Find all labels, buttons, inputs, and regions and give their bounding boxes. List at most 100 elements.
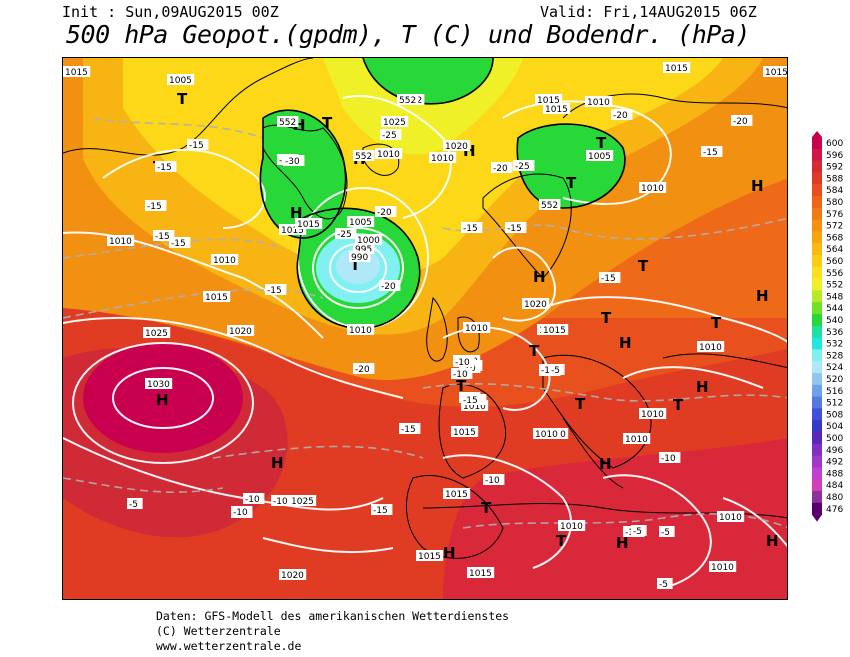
temp-label: -10 xyxy=(485,476,500,486)
pressure-label: 1015 xyxy=(297,220,320,230)
legend-label: 536 xyxy=(826,328,843,338)
temp-label-box xyxy=(187,139,209,150)
pressure-label-box xyxy=(586,150,614,161)
legend-label: 500 xyxy=(826,434,843,444)
legend-label: 576 xyxy=(826,210,843,220)
low-symbol: T xyxy=(350,256,361,274)
pressure-centers: H H H H H H H H H H H H H H H T T T T T … xyxy=(153,90,779,562)
pressure-label: 1015 xyxy=(665,64,688,74)
temp-label: -15 xyxy=(189,141,204,151)
temp-label: -10 xyxy=(245,495,260,505)
legend-label: 504 xyxy=(826,422,843,432)
pressure-label: 1020 xyxy=(445,142,468,152)
temp-label-box xyxy=(459,362,481,373)
temp-label-box xyxy=(335,228,357,239)
temp-label: -10 xyxy=(455,358,470,368)
pressure-label: 1010 xyxy=(625,435,648,445)
geopot-contour xyxy=(259,58,626,330)
field-green-greenland xyxy=(260,110,346,238)
legend-label: 572 xyxy=(826,222,843,232)
pressure-label: 990 xyxy=(351,253,368,263)
legend-swatch xyxy=(812,278,822,291)
pressure-label: 1015 xyxy=(205,293,228,303)
legend-label: 532 xyxy=(826,340,843,350)
pressure-label: 1010 xyxy=(463,402,486,412)
pressure-label: 1010 xyxy=(699,343,722,353)
init-time: Init : Sun,09AUG2015 00Z xyxy=(62,3,279,21)
legend-label: 520 xyxy=(826,375,843,385)
temp-label: -10 xyxy=(453,370,468,380)
high-symbol: H xyxy=(766,532,779,550)
pressure-label-box xyxy=(535,94,563,105)
temp-label: -5 xyxy=(661,528,670,538)
temp-label: -30 xyxy=(285,157,300,167)
legend-swatch xyxy=(812,314,822,327)
geopot-label-box xyxy=(277,116,299,127)
temp-label-box xyxy=(659,526,675,537)
legend-swatch xyxy=(812,243,822,256)
pressure-label-box xyxy=(717,511,745,522)
pressure-label: 1015 xyxy=(281,226,304,236)
temp-label: -15 xyxy=(703,148,718,158)
temp-label-box xyxy=(231,506,253,517)
field-green-scand xyxy=(517,124,625,208)
pressure-label: 1015 xyxy=(445,490,468,500)
legend-swatch xyxy=(812,420,822,433)
legend-swatch xyxy=(812,373,822,386)
legend-label: 516 xyxy=(826,387,843,397)
pressure-label-box xyxy=(143,327,171,338)
high-symbol: H xyxy=(599,455,612,473)
pressure-label: 1015 xyxy=(537,96,560,106)
pressure-label-box xyxy=(543,103,571,114)
pressure-label-box xyxy=(347,216,375,227)
pressure-label: 1025 xyxy=(383,118,406,128)
pressure-label: 1005 xyxy=(588,152,611,162)
pressure-label: 1005 xyxy=(349,218,372,228)
pressure-label-box xyxy=(443,140,471,151)
temp-label-box xyxy=(155,161,177,172)
low-symbol: T xyxy=(456,377,467,395)
legend-label: 476 xyxy=(826,505,843,515)
temp-label-box xyxy=(145,200,167,211)
high-symbol: H xyxy=(271,454,284,472)
low-symbol: T xyxy=(481,499,492,517)
legend-swatch xyxy=(812,491,822,504)
pressure-label-box xyxy=(353,243,375,254)
temp-label: -15 xyxy=(507,224,522,234)
temp-label-box xyxy=(379,280,401,291)
temp-label-box xyxy=(657,578,673,589)
legend-swatch xyxy=(812,455,822,468)
temp-label: -20 xyxy=(381,282,396,292)
pressure-label: 1010 xyxy=(109,237,132,247)
pressure-label-box xyxy=(639,182,667,193)
low-symbol: T xyxy=(711,314,722,332)
legend-swatch xyxy=(812,302,822,315)
legend-label: 528 xyxy=(826,351,843,361)
legend-label: 560 xyxy=(826,257,843,267)
high-symbol: H xyxy=(756,287,769,305)
pressure-label-box xyxy=(375,148,403,159)
temp-label-box xyxy=(491,162,513,173)
field-green-north xyxy=(363,58,493,104)
pressure-label: 1010 xyxy=(465,324,488,334)
pressure-label-box xyxy=(416,550,444,561)
temp-label: -15 xyxy=(401,425,416,435)
pressure-label-box xyxy=(522,298,550,309)
pressure-label-box xyxy=(663,62,691,73)
legend-label: 492 xyxy=(826,458,843,468)
pressure-label: 1025 xyxy=(145,329,168,339)
legend-label: 524 xyxy=(826,363,843,373)
legend-swatch xyxy=(812,408,822,421)
legend-label: 508 xyxy=(826,410,843,420)
pressure-label-box xyxy=(63,66,91,77)
legend-swatch xyxy=(812,337,822,350)
pressure-label: 1010 xyxy=(587,98,610,108)
legend-swatch xyxy=(812,467,822,480)
temp-label-box xyxy=(513,160,535,171)
temp-label: -10 xyxy=(661,454,676,464)
temp-label-box xyxy=(599,272,621,283)
legend-arrow-top xyxy=(812,131,822,137)
temp-label: -10 xyxy=(233,508,248,518)
legend-label: 600 xyxy=(826,139,843,149)
